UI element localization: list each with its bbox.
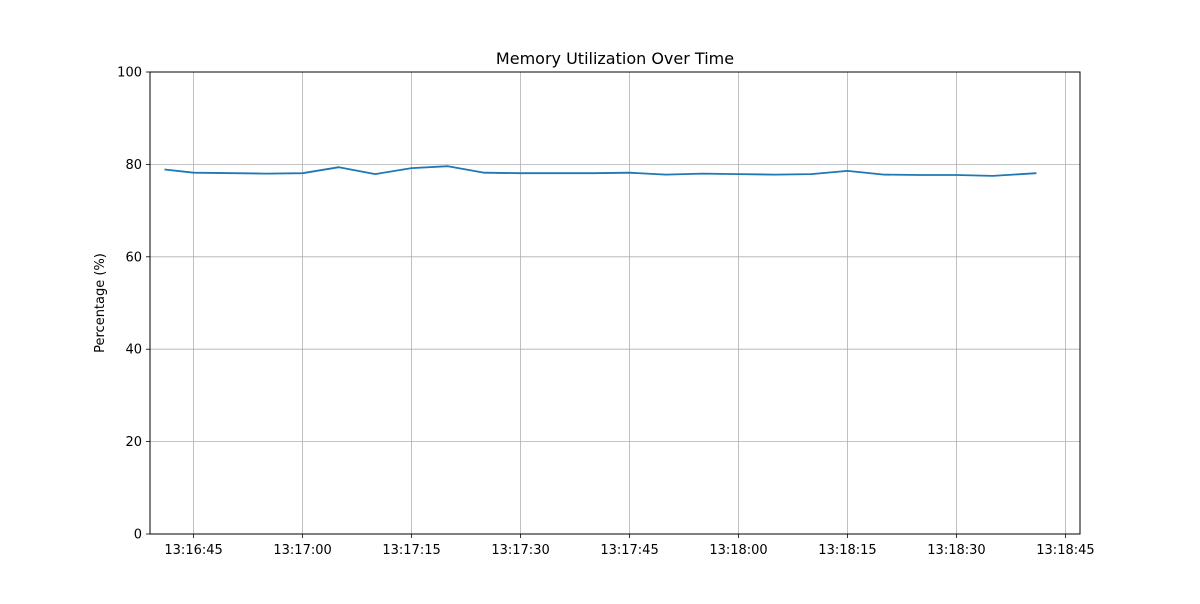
y-tick-label: 60 — [125, 250, 142, 265]
x-tick-label: 13:18:00 — [709, 543, 767, 558]
x-tick-label: 13:17:15 — [382, 543, 440, 558]
y-axis-label: Percentage (%) — [93, 253, 108, 353]
grid-lines — [150, 71, 1080, 535]
y-tick-label: 100 — [117, 66, 142, 81]
series-line — [164, 165, 1037, 177]
y-tick-label: 0 — [134, 528, 142, 543]
series-layer — [164, 165, 1037, 177]
x-tick-label: 13:17:45 — [600, 543, 658, 558]
y-tick-label: 20 — [125, 435, 142, 450]
x-tick-label: 13:17:00 — [273, 543, 331, 558]
x-tick-label: 13:18:15 — [818, 543, 876, 558]
chart-title: Memory Utilization Over Time — [496, 49, 734, 68]
y-axis-ticks: 0 20 40 60 80 100 — [117, 66, 150, 543]
x-tick-label: 13:18:45 — [1036, 543, 1094, 558]
x-tick-label: 13:18:30 — [927, 543, 985, 558]
plot-area-frame — [149, 71, 1081, 535]
y-tick-label: 80 — [125, 158, 142, 173]
x-tick-label: 13:17:30 — [491, 543, 549, 558]
x-axis-ticks: 13:16:45 13:17:00 13:17:15 13:17:30 13:17:45… — [164, 534, 1095, 558]
x-tick-label: 13:16:45 — [164, 543, 222, 558]
y-tick-label: 40 — [125, 343, 142, 358]
